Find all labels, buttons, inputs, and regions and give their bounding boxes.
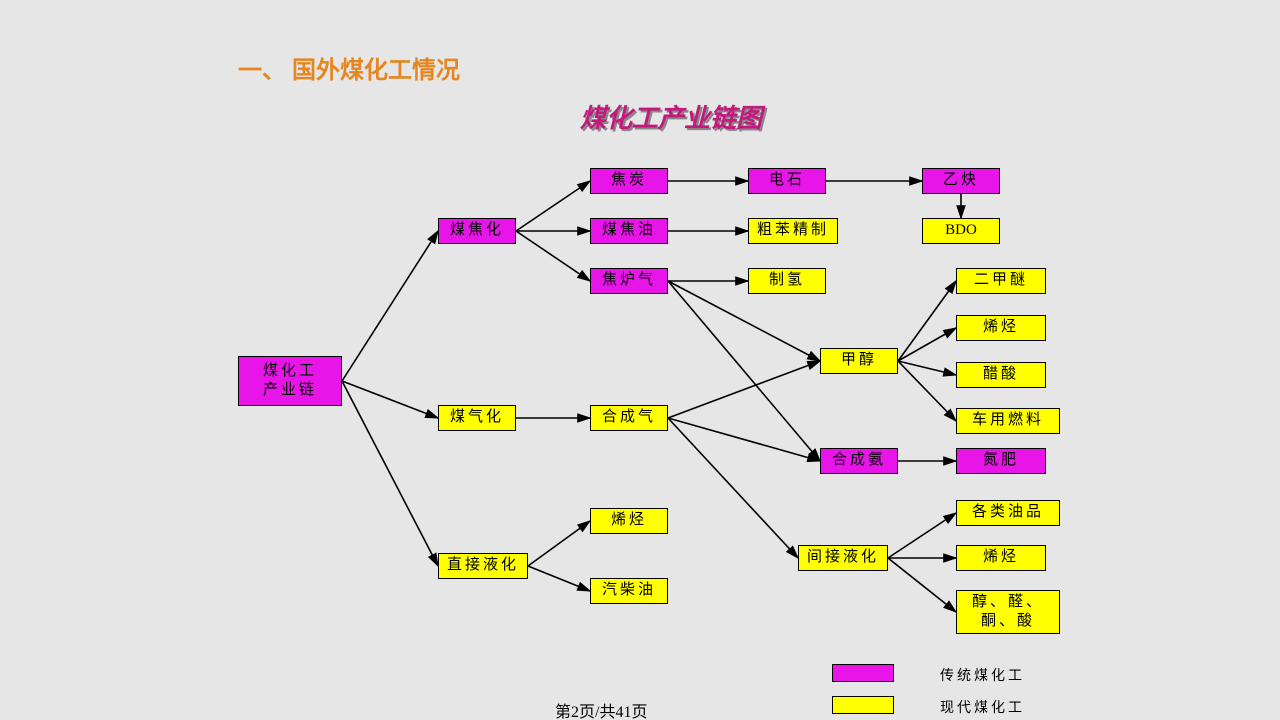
node-fuel: 车用燃料 bbox=[956, 408, 1060, 434]
node-tar: 煤焦油 bbox=[590, 218, 668, 244]
node-direct: 直接液化 bbox=[438, 553, 528, 579]
legend-swatch bbox=[832, 696, 894, 714]
node-olefin2: 烯烃 bbox=[956, 315, 1046, 341]
legend-swatch bbox=[832, 664, 894, 682]
node-acetic: 醋酸 bbox=[956, 362, 1046, 388]
node-gasify: 煤气化 bbox=[438, 405, 516, 431]
node-olefin1: 烯烃 bbox=[590, 508, 668, 534]
node-benzene: 粗苯精制 bbox=[748, 218, 838, 244]
node-coke: 焦炭 bbox=[590, 168, 668, 194]
node-bdo: BDO bbox=[922, 218, 1000, 244]
section-header: 一、 国外煤化工情况 bbox=[238, 50, 460, 85]
node-meoh: 甲醇 bbox=[820, 348, 898, 374]
node-alk: 醇、醛、酮、酸 bbox=[956, 590, 1060, 634]
node-h2: 制氢 bbox=[748, 268, 826, 294]
node-cog: 焦炉气 bbox=[590, 268, 668, 294]
legend-label: 现代煤化工 bbox=[940, 697, 1025, 717]
node-olefin3: 烯烃 bbox=[956, 545, 1046, 571]
node-nfert: 氮肥 bbox=[956, 448, 1046, 474]
diagram-stage: 一、 国外煤化工情况 煤化工产业链图 煤化工产业链 煤焦化煤气化直接液化 焦炭煤焦油… bbox=[0, 0, 1280, 720]
node-dme: 二甲醚 bbox=[956, 268, 1046, 294]
node-nh3: 合成氨 bbox=[820, 448, 898, 474]
legend-label: 传统煤化工 bbox=[940, 665, 1025, 685]
node-carbide: 电石 bbox=[748, 168, 826, 194]
node-oils: 各类油品 bbox=[956, 500, 1060, 526]
node-indirect: 间接液化 bbox=[798, 545, 888, 571]
node-c2h2: 乙炔 bbox=[922, 168, 1000, 194]
node-root: 煤化工产业链 bbox=[238, 356, 342, 406]
pager: 第2页/共41页 bbox=[555, 698, 647, 720]
diagram-title: 煤化工产业链图 bbox=[580, 98, 762, 135]
node-gasoline: 汽柴油 bbox=[590, 578, 668, 604]
node-coking: 煤焦化 bbox=[438, 218, 516, 244]
node-syngas: 合成气 bbox=[590, 405, 668, 431]
